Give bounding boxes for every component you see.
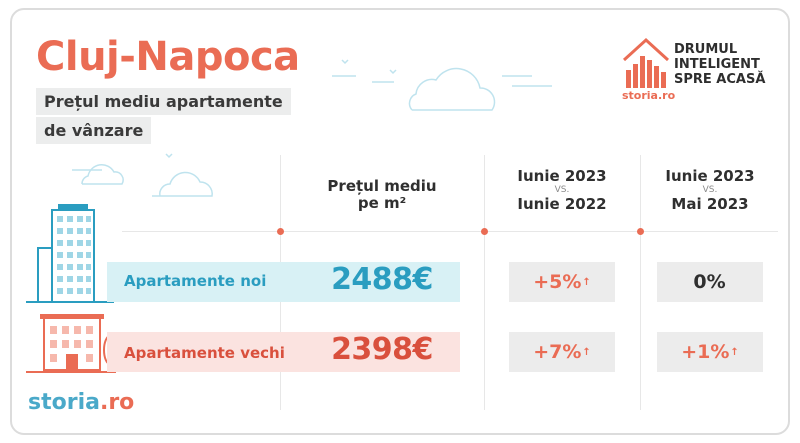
row-label-new-apartments: Apartamente noi: [124, 272, 267, 290]
arrow-up-icon: ↑: [730, 346, 739, 358]
row-band-new-apartments: [107, 262, 460, 302]
storia-logo: storia.ro: [28, 390, 134, 415]
mom-change-old-apartments: +1% ↑: [657, 332, 763, 372]
column-header-yoy: Iunie 2023 VS. Iunie 2022: [487, 168, 637, 213]
price-new-apartments: 2488€: [331, 262, 433, 297]
column-header-yoy-top: Iunie 2023: [517, 167, 607, 185]
house-chart-logo-icon: [622, 37, 670, 88]
storia-logo-main: storia: [28, 390, 100, 415]
column-header-yoy-bottom: Iunie 2022: [517, 195, 607, 213]
mom-value-old: +1%: [681, 341, 730, 363]
brand-tagline-line-3: SPRE ACASĂ: [674, 72, 766, 87]
divider-dot-3: [637, 228, 644, 235]
clouds-left-decoration: [72, 153, 213, 197]
subtitle-line-1: Prețul mediu apartamente: [36, 88, 291, 115]
column-header-price: Prețul mediu pe m²: [302, 178, 462, 212]
yoy-change-old-apartments: +7% ↑: [509, 332, 615, 372]
storia-logo-tld: .ro: [99, 390, 135, 415]
clouds-decoration: [332, 59, 552, 111]
brand-tagline-line-2: INTELIGENT: [674, 57, 760, 72]
column-divider-2: [484, 155, 485, 410]
infographic-card: Cluj-Napoca Prețul mediu apartamente de …: [10, 8, 790, 435]
column-header-mom: Iunie 2023 VS. Mai 2023: [640, 168, 780, 213]
row-label-old-apartments: Apartamente vechi: [124, 344, 285, 362]
column-header-price-line-2: pe m²: [357, 194, 407, 212]
page-title: Cluj-Napoca: [36, 34, 300, 80]
column-header-mom-vs: VS.: [702, 185, 718, 195]
row-band-old-apartments: [107, 332, 460, 372]
column-header-yoy-vs: VS.: [554, 185, 570, 195]
yoy-value-new: +5%: [533, 271, 582, 293]
yoy-value-old: +7%: [533, 341, 582, 363]
divider-dot-2: [481, 228, 488, 235]
header-divider: [122, 231, 778, 232]
brand-tagline: DRUMUL INTELIGENT SPRE ACASĂ: [674, 42, 765, 87]
buildings-illustration-icon: [26, 204, 116, 373]
column-header-mom-top: Iunie 2023: [665, 167, 755, 185]
column-header-price-line-1: Prețul mediu: [327, 177, 437, 195]
brand-small-logo: storia.ro: [622, 89, 676, 102]
column-divider-3: [640, 155, 641, 410]
divider-dot-1: [277, 228, 284, 235]
arrow-up-icon: ↑: [582, 346, 591, 358]
yoy-change-new-apartments: +5% ↑: [509, 262, 615, 302]
brand-tagline-line-1: DRUMUL: [674, 42, 738, 57]
column-header-mom-bottom: Mai 2023: [671, 195, 749, 213]
mom-change-new-apartments: 0%: [657, 262, 763, 302]
mom-value-new: 0%: [693, 271, 726, 293]
arrow-up-icon: ↑: [582, 276, 591, 288]
price-old-apartments: 2398€: [331, 332, 433, 367]
subtitle-line-2: de vânzare: [36, 117, 152, 144]
